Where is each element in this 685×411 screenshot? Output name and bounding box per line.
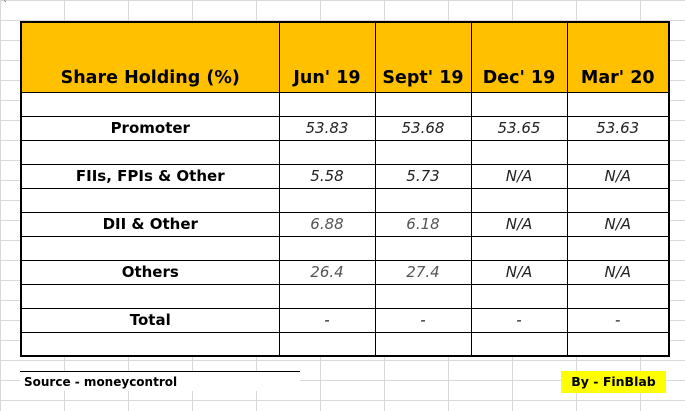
- row-label[interactable]: DII & Other: [20, 211, 280, 237]
- cell-value[interactable]: -: [278, 307, 376, 333]
- cell-value[interactable]: N/A: [470, 259, 568, 285]
- spacer-row: [20, 139, 670, 165]
- cell-value[interactable]: 6.18: [374, 211, 472, 237]
- cell-value[interactable]: 53.63: [566, 115, 670, 141]
- cell-value[interactable]: N/A: [566, 211, 670, 237]
- cell-value[interactable]: N/A: [566, 163, 670, 189]
- row-label[interactable]: Promoter: [20, 115, 280, 141]
- header-row: Share Holding (%) Jun' 19 Sept' 19 Dec' …: [20, 21, 670, 93]
- spacer-row: [20, 91, 670, 117]
- table-row-total: Total - - - -: [20, 307, 670, 333]
- cell-value[interactable]: N/A: [470, 211, 568, 237]
- byline-badge[interactable]: By - FinBlab: [561, 371, 666, 393]
- header-quarter-dec19[interactable]: Dec' 19: [470, 21, 568, 93]
- spacer-row: [20, 283, 670, 309]
- cell-value[interactable]: 53.83: [278, 115, 376, 141]
- table-row-promoter: Promoter 53.83 53.68 53.65 53.63: [20, 115, 670, 141]
- table-row-others: Others 26.4 27.4 N/A N/A: [20, 259, 670, 285]
- cell-value[interactable]: -: [470, 307, 568, 333]
- source-note[interactable]: Source - moneycontrol: [20, 371, 300, 391]
- row-label[interactable]: Others: [20, 259, 280, 285]
- spacer-row: [20, 187, 670, 213]
- cell-value[interactable]: N/A: [566, 259, 670, 285]
- spacer-row: [20, 235, 670, 261]
- cell-value[interactable]: N/A: [470, 163, 568, 189]
- cell-value[interactable]: 26.4: [278, 259, 376, 285]
- cell-value[interactable]: 6.88: [278, 211, 376, 237]
- spacer-row: [20, 331, 670, 357]
- header-quarter-jun19[interactable]: Jun' 19: [278, 21, 376, 93]
- cell-value[interactable]: 5.58: [278, 163, 376, 189]
- row-label[interactable]: FIIs, FPIs & Other: [20, 163, 280, 189]
- cell-value[interactable]: 27.4: [374, 259, 472, 285]
- share-holding-table: Share Holding (%) Jun' 19 Sept' 19 Dec' …: [20, 21, 670, 357]
- header-quarter-sept19[interactable]: Sept' 19: [374, 21, 472, 93]
- cell-value[interactable]: -: [374, 307, 472, 333]
- cell-value[interactable]: 53.68: [374, 115, 472, 141]
- cell-value[interactable]: 5.73: [374, 163, 472, 189]
- table-row-dii: DII & Other 6.88 6.18 N/A N/A: [20, 211, 670, 237]
- corner-mark: `: [3, 0, 8, 11]
- cell-value[interactable]: 53.65: [470, 115, 568, 141]
- header-quarter-mar20[interactable]: Mar' 20: [566, 21, 670, 93]
- cell-value[interactable]: -: [566, 307, 670, 333]
- header-label[interactable]: Share Holding (%): [20, 21, 280, 93]
- table-row-fiis: FIIs, FPIs & Other 5.58 5.73 N/A N/A: [20, 163, 670, 189]
- row-label[interactable]: Total: [20, 307, 280, 333]
